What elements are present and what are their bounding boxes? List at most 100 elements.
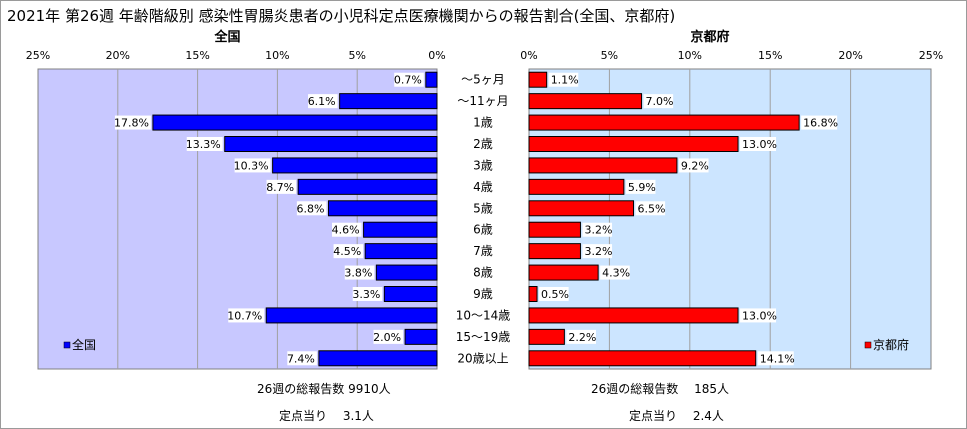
right-bar — [528, 157, 678, 174]
right-data-label-bg — [548, 72, 579, 87]
right-data-label: 9.2% — [681, 159, 709, 172]
right-data-label-bg — [643, 94, 674, 109]
right-data-label: 3.2% — [584, 224, 612, 237]
category-label: 4歳 — [473, 180, 493, 194]
category-label: 2歳 — [473, 137, 493, 151]
right-data-label: 0.5% — [541, 288, 569, 301]
left-bar — [272, 157, 438, 174]
category-label: 10～14歳 — [456, 308, 511, 322]
left-bar — [318, 350, 438, 367]
left-data-label: 0.7% — [394, 74, 422, 87]
category-label: 9歳 — [473, 287, 493, 301]
category-label: 7歳 — [473, 244, 493, 258]
right-bar — [528, 243, 581, 260]
right-data-label-bg — [635, 201, 666, 216]
left-data-label-bg — [352, 287, 383, 301]
left-data-label-bg — [394, 72, 424, 87]
right-data-label-bg — [678, 158, 709, 173]
left-bar — [339, 93, 438, 110]
right-data-label-bg — [566, 329, 596, 344]
left-tick-label: 5% — [348, 49, 365, 62]
left-data-label: 6.8% — [297, 202, 325, 215]
right-total-reports: 26週の総報告数 185人 — [591, 381, 729, 396]
left-tick-label: 10% — [265, 49, 289, 62]
left-per-site: 定点当り 3.1人 — [279, 408, 374, 423]
left-data-label: 8.7% — [266, 181, 294, 194]
left-tick-label: 0% — [428, 49, 445, 62]
left-data-label-bg — [333, 244, 364, 259]
right-data-label-bg — [740, 137, 777, 151]
left-data-label: 2.0% — [373, 331, 401, 344]
left-data-label-bg — [228, 308, 265, 323]
left-data-label-bg — [308, 94, 338, 109]
right-data-label-bg — [582, 222, 613, 237]
right-data-label: 6.5% — [638, 202, 666, 215]
left-data-label-bg — [331, 222, 362, 237]
right-tick-label: 15% — [758, 49, 782, 62]
right-data-label: 2.2% — [568, 331, 596, 344]
left-bar — [224, 136, 438, 152]
right-data-label-bg — [625, 179, 656, 194]
category-label: 8歳 — [473, 266, 493, 280]
right-bar — [528, 350, 757, 367]
left-data-label: 3.3% — [352, 288, 380, 301]
category-label: ～11ヶ月 — [457, 94, 508, 108]
right-bar — [528, 264, 599, 281]
left-tick-label: 25% — [26, 49, 50, 62]
left-data-label: 6.1% — [308, 95, 336, 108]
left-legend-label: 全国 — [72, 337, 96, 352]
category-label: ～5ヶ月 — [461, 73, 505, 87]
right-data-label: 7.0% — [646, 95, 674, 108]
category-label: 3歳 — [473, 158, 493, 172]
left-total-reports: 26週の総報告数 9910人 — [257, 381, 391, 396]
right-bar — [528, 307, 739, 324]
left-data-label: 3.8% — [344, 267, 372, 280]
left-tick-label: 20% — [106, 49, 130, 62]
right-bar — [528, 200, 635, 217]
left-data-label: 10.7% — [227, 309, 262, 322]
left-data-label-bg — [186, 137, 223, 151]
left-bar — [265, 307, 438, 324]
right-data-label-bg — [582, 244, 613, 259]
right-panel-title: 京都府 — [690, 29, 729, 45]
left-data-label-bg — [266, 179, 297, 194]
right-data-label: 3.2% — [584, 245, 612, 258]
right-data-label: 5.9% — [628, 181, 656, 194]
right-legend-label: 京都府 — [873, 337, 909, 352]
category-label: 5歳 — [473, 201, 493, 215]
left-data-label-bg — [234, 158, 271, 173]
right-per-site: 定点当り 2.4人 — [629, 408, 724, 423]
right-bar — [528, 221, 581, 238]
category-label: 15～19歳 — [456, 330, 511, 344]
left-bar — [404, 328, 438, 345]
left-data-label: 7.4% — [287, 352, 315, 365]
left-bar — [383, 286, 438, 302]
left-bar — [375, 264, 438, 281]
category-label: 20歳以上 — [457, 351, 508, 365]
right-data-label: 4.3% — [602, 267, 630, 280]
left-data-label: 13.3% — [186, 138, 221, 151]
right-tick-label: 5% — [601, 49, 618, 62]
right-legend-swatch — [864, 341, 872, 349]
left-data-label-bg — [373, 329, 404, 344]
left-panel-title: 全国 — [213, 29, 240, 45]
right-bar — [528, 93, 643, 110]
left-data-label-bg — [114, 115, 151, 130]
right-data-label-bg — [539, 287, 569, 301]
right-data-label: 14.1% — [760, 352, 795, 365]
left-data-label: 17.8% — [114, 117, 149, 130]
right-data-label-bg — [600, 265, 630, 280]
category-label: 6歳 — [473, 223, 493, 237]
left-bar — [297, 178, 438, 195]
right-bar — [528, 71, 548, 88]
left-legend-swatch — [63, 341, 71, 349]
right-bar — [528, 114, 800, 131]
left-bar — [327, 200, 438, 217]
left-data-label-bg — [287, 351, 317, 366]
left-data-label: 4.5% — [333, 245, 361, 258]
right-data-label-bg — [801, 115, 838, 130]
right-data-label: 16.8% — [803, 117, 838, 130]
right-tick-label: 0% — [520, 49, 537, 62]
